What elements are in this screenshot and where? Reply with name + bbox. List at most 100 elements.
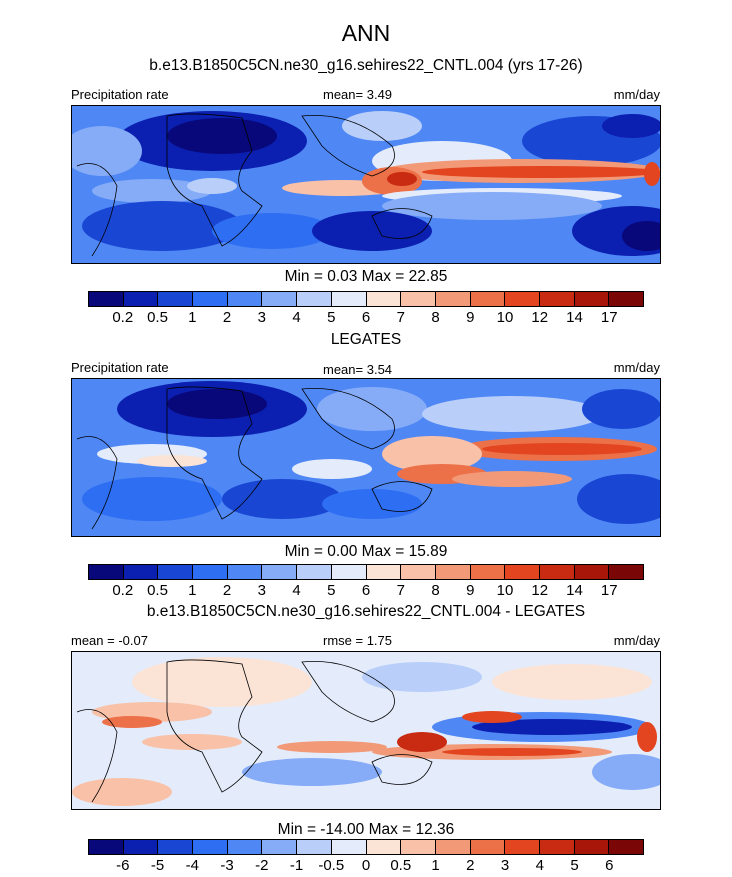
colorbar-swatch (435, 840, 471, 854)
colorbar-swatch (193, 840, 228, 854)
colorbar-tick-label: 6 (361, 309, 371, 326)
colorbar-tick-label: 1 (188, 309, 197, 326)
panel-2-colorbar-ticks: 0.2 0.5 1 2 3 4 5 6 7 8 9 10 12 14 17 (88, 582, 644, 600)
colorbar-swatch (89, 565, 124, 579)
panel-2-precip-field (72, 379, 660, 536)
colorbar-swatch (193, 565, 228, 579)
colorbar-tick-label: 3 (257, 582, 266, 599)
colorbar-tick-label: 9 (466, 309, 475, 326)
panel-1-colorbar (88, 291, 644, 307)
colorbar-tick-label: 6 (361, 582, 371, 599)
panel-1-precip-field (72, 106, 660, 263)
colorbar-swatch (123, 565, 159, 579)
colorbar-swatch (435, 565, 471, 579)
colorbar-tick-label: -3 (220, 857, 234, 874)
colorbar-tick-label: -0.5 (318, 857, 345, 874)
colorbar-swatch (366, 565, 402, 579)
colorbar-swatch (89, 292, 124, 306)
colorbar-tick-label: 2 (222, 582, 232, 599)
colorbar-tick-label: 9 (466, 582, 475, 599)
colorbar-swatch (123, 292, 159, 306)
colorbar-swatch (158, 565, 194, 579)
colorbar-tick-label: 0.2 (112, 309, 134, 326)
colorbar-tick-label: 4 (292, 582, 301, 599)
colorbar-tick-label: -2 (255, 857, 269, 874)
colorbar-swatch (401, 840, 436, 854)
colorbar-tick-label: 3 (257, 309, 266, 326)
panel-3-units-label: mm/day (613, 633, 660, 648)
panel-2-units-label: mm/day (613, 360, 660, 375)
colorbar-tick-label: 12 (531, 309, 549, 326)
colorbar-swatch (297, 565, 332, 579)
panel-2-map (71, 378, 661, 537)
colorbar-swatch (470, 840, 506, 854)
colorbar-swatch (574, 292, 610, 306)
panel-2-mean-label: mean= 3.54 (323, 362, 393, 377)
panel-3-map (71, 651, 661, 810)
colorbar-swatch (539, 840, 575, 854)
colorbar-tick-label: -1 (289, 857, 304, 874)
colorbar-swatch (539, 292, 575, 306)
panel-3-min-max: Min = -14.00 Max = 12.36 (277, 821, 455, 838)
panel-1-map (71, 105, 661, 264)
panel-3-colorbar (88, 839, 644, 855)
colorbar-tick-label: 6 (605, 857, 614, 874)
panel-1-min-max: Min = 0.03 Max = 22.85 (284, 268, 448, 285)
colorbar-tick-label: 4 (292, 309, 301, 326)
colorbar-swatch (401, 565, 436, 579)
colorbar-tick-label: 7 (396, 582, 405, 599)
panel-1-colorbar-ticks: 0.2 0.5 1 2 3 4 5 6 7 8 9 10 12 14 17 (88, 309, 644, 327)
panel-1-mean-label: mean= 3.49 (323, 87, 393, 102)
colorbar-swatch (262, 840, 298, 854)
colorbar-tick-label: 3 (500, 857, 510, 874)
panel-3-subtitle: b.e13.B1850C5CN.ne30_g16.sehires22_CNTL.… (146, 603, 586, 620)
colorbar-tick-label: 10 (496, 309, 514, 326)
panel-1-units-label: mm/day (613, 87, 660, 102)
colorbar-tick-label: -4 (185, 857, 199, 874)
colorbar-swatch (366, 840, 402, 854)
colorbar-tick-label: 0 (361, 857, 371, 874)
colorbar-swatch (539, 565, 575, 579)
panel-2-min-max: Min = 0.00 Max = 15.89 (284, 543, 448, 560)
colorbar-swatch (158, 292, 194, 306)
colorbar-tick-label: 2 (222, 309, 232, 326)
colorbar-tick-label: 2 (466, 857, 475, 874)
colorbar-swatch (435, 292, 471, 306)
colorbar-tick-label: 7 (396, 309, 405, 326)
colorbar-tick-label: -6 (116, 857, 130, 874)
colorbar-swatch (609, 565, 643, 579)
colorbar-swatch (366, 292, 402, 306)
colorbar-swatch (574, 840, 610, 854)
colorbar-swatch (574, 565, 610, 579)
colorbar-swatch (505, 292, 540, 306)
colorbar-tick-label: 14 (566, 309, 583, 326)
panel-2-colorbar (88, 564, 644, 580)
colorbar-swatch (262, 292, 298, 306)
colorbar-swatch (123, 840, 159, 854)
colorbar-swatch (262, 565, 298, 579)
colorbar-swatch (158, 840, 194, 854)
panel-2-subtitle: LEGATES (330, 331, 402, 348)
colorbar-swatch (505, 565, 540, 579)
colorbar-swatch (297, 840, 332, 854)
colorbar-swatch (227, 565, 263, 579)
colorbar-tick-label: -5 (150, 857, 165, 874)
panel-3-rmse-label: rmse = 1.75 (323, 633, 393, 648)
colorbar-tick-label: 5 (327, 309, 336, 326)
colorbar-tick-label: 1 (188, 582, 197, 599)
panel-3-difference-field (72, 652, 660, 809)
colorbar-swatch (227, 840, 263, 854)
colorbar-swatch (401, 292, 436, 306)
panel-3-mean-label: mean = -0.07 (71, 633, 148, 648)
colorbar-swatch (297, 292, 332, 306)
colorbar-swatch (331, 565, 367, 579)
colorbar-tick-label: 5 (327, 582, 336, 599)
colorbar-tick-label: 5 (570, 857, 579, 874)
colorbar-swatch (89, 840, 124, 854)
colorbar-swatch (470, 565, 506, 579)
colorbar-swatch (331, 292, 367, 306)
colorbar-tick-label: 12 (531, 582, 549, 599)
figure-title: ANN (341, 20, 391, 46)
colorbar-tick-label: 14 (566, 582, 583, 599)
colorbar-swatch (609, 840, 643, 854)
